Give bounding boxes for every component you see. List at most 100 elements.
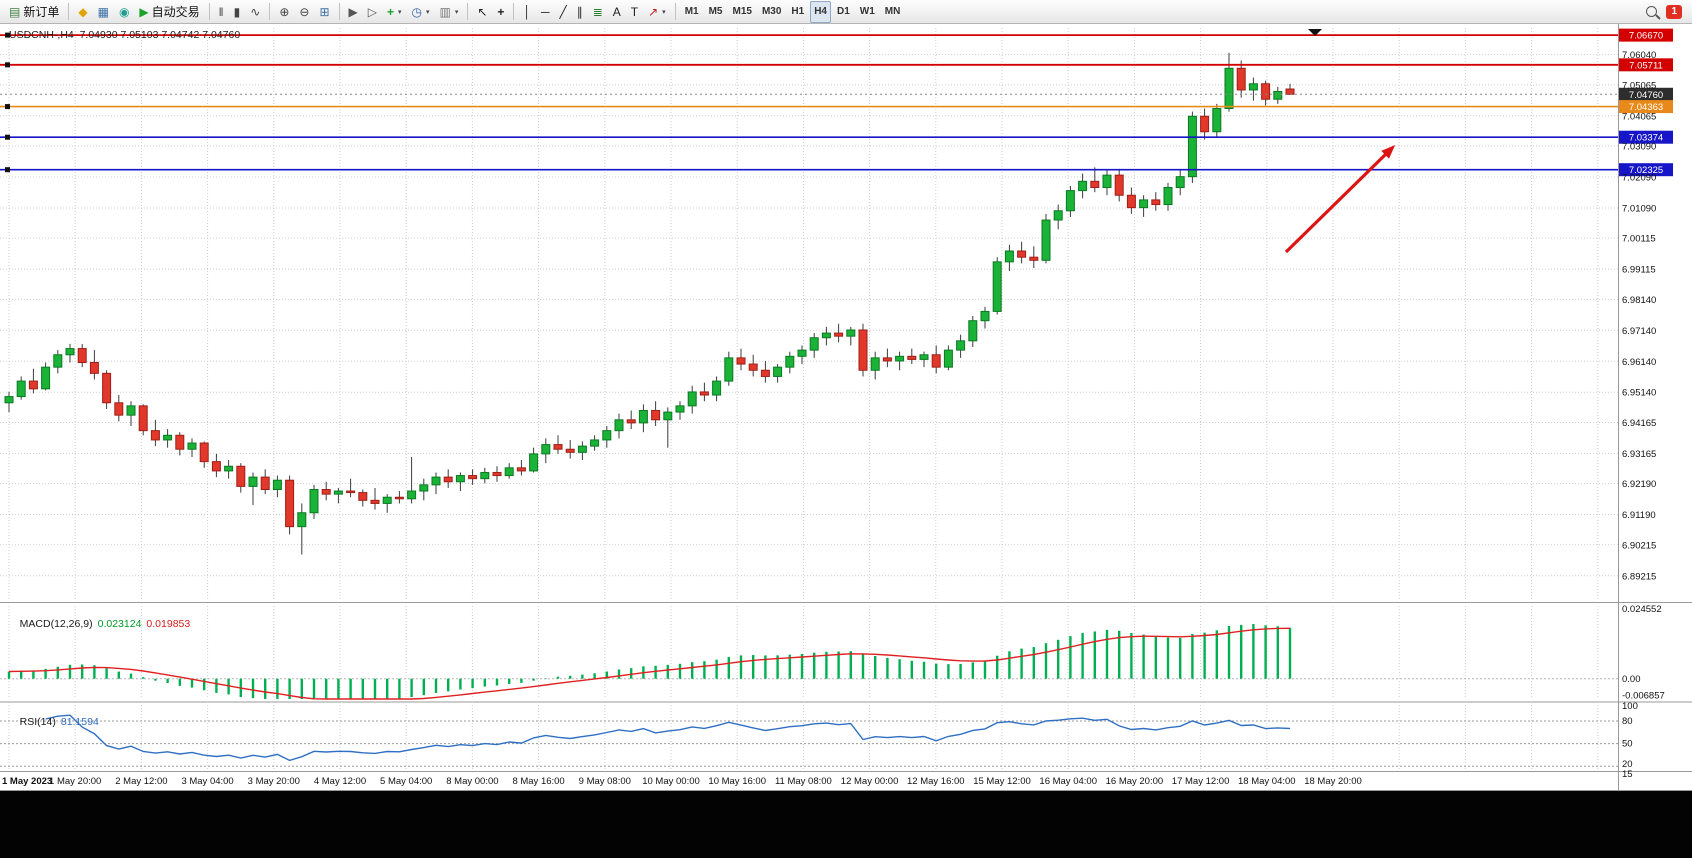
rsi-indicator-label: RSI(14) 81.1594 — [8, 704, 99, 740]
fibonacci-button[interactable]: ≣ — [589, 1, 607, 23]
candlestick-chart-button[interactable]: ▮ — [230, 1, 245, 23]
resistance-line-2-handle[interactable] — [5, 62, 10, 68]
toolbar-buttons: ▤ 新订单 ◆ ▦ ◉ ▶ 自动交易 ‖ ▮ ∿ ⊕ ⊖ ⊞ ▶ ▷ + ▾ ◷ ▾ ▥ ▾ ↖ + │ ─ ╱ ∥ ≣ A T ↗ ▾ M1 M… — [4, 0, 905, 23]
new-order-button[interactable]: ▤ 新订单 — [5, 1, 63, 23]
resistance-line-2-price-label: 7.05711 — [1629, 60, 1663, 71]
trend-arrow[interactable] — [1284, 150, 1390, 254]
cursor-icon: ↖ — [477, 4, 488, 19]
equidistant-channel-button[interactable]: ∥ — [573, 1, 587, 23]
news-button[interactable]: ▦ — [94, 1, 113, 23]
macd-scale-label: -0.006857 — [1622, 691, 1665, 702]
templates-button[interactable]: ▥ ▾ — [436, 1, 463, 23]
label-button[interactable]: T — [627, 1, 642, 23]
price-axis-label: 6.95140 — [1622, 388, 1656, 399]
globe-icon: ◉ — [118, 4, 130, 19]
periods-button[interactable]: ◷ ▾ — [408, 1, 434, 23]
dropdown-caret-icon[interactable]: ▾ — [425, 8, 430, 16]
timeframe-mn-button[interactable]: MN — [881, 1, 905, 23]
breakout-level-line-handle[interactable] — [5, 104, 10, 110]
chart-title: USDCNH-,H4 7.04930 7.05103 7.04742 7.047… — [9, 29, 241, 41]
candles — [4, 52, 1295, 555]
support-line-2-price-box — [1619, 163, 1673, 177]
timeframe-m5-button[interactable]: M5 — [705, 1, 727, 23]
zoom-out-button[interactable]: ⊖ — [295, 1, 313, 23]
toolbar: ▤ 新订单 ◆ ▦ ◉ ▶ 自动交易 ‖ ▮ ∿ ⊕ ⊖ ⊞ ▶ ▷ + ▾ ◷ ▾ ▥ ▾ ↖ + │ ─ ╱ ∥ ≣ A T ↗ ▾ M1 M… — [0, 0, 1692, 24]
chart-shift-marker[interactable] — [1308, 29, 1322, 36]
toolbar-separator — [338, 3, 340, 20]
horizontal-line-objects[interactable] — [0, 32, 1618, 173]
rsi-scale-label: 15 — [1622, 769, 1633, 780]
chart-grid — [0, 28, 1618, 770]
indicators-plus-icon: + — [386, 4, 394, 19]
trend-arrow-head[interactable] — [1381, 144, 1396, 159]
web-terminal-button[interactable]: ◉ — [115, 1, 133, 23]
price-axis-label: 6.98140 — [1622, 295, 1656, 306]
price-axis-label: 7.05065 — [1622, 80, 1656, 91]
new-order-button-label: 新订单 — [23, 5, 60, 19]
search-button[interactable] — [1642, 1, 1661, 23]
bar-chart-button[interactable]: ‖ — [215, 1, 228, 23]
timeframe-m15-button[interactable]: M15 — [729, 1, 756, 23]
auto-scroll-icon: ▶ — [348, 4, 358, 19]
dropdown-caret-icon[interactable]: ▾ — [397, 8, 402, 16]
horizontal-line-button[interactable]: ─ — [537, 1, 554, 23]
support-line-1-handle[interactable] — [5, 134, 10, 140]
label-icon: T — [630, 4, 639, 19]
timeframe-m30-button[interactable]: M30 — [758, 1, 785, 23]
auto-trading-button-label: 自动交易 — [151, 5, 200, 19]
time-axis-label: 4 May 12:00 — [314, 776, 366, 787]
time-axis-label: 1 May 2023 — [2, 776, 52, 787]
macd-indicator-label: MACD(12,26,9) 0.023124 0.019853 — [8, 606, 191, 642]
alerts-button[interactable]: ◆ — [74, 1, 91, 23]
text-button[interactable]: A — [609, 1, 625, 23]
time-axis-label: 9 May 08:00 — [579, 776, 631, 787]
indicators-button[interactable]: + ▾ — [383, 1, 406, 23]
price-axis-label: 6.93165 — [1622, 449, 1656, 460]
price-axis-label: 6.89215 — [1622, 571, 1656, 582]
macd-histogram — [7, 624, 1292, 699]
notification-badge[interactable]: 1 — [1666, 4, 1682, 19]
timeframe-h4-button[interactable]: H4 — [810, 0, 831, 23]
price-axis-label: 6.94165 — [1622, 418, 1656, 429]
new-order-icon: ▤ — [9, 4, 21, 19]
timeframe-m15-button-label: M15 — [732, 6, 752, 17]
zoom-in-button[interactable]: ⊕ — [275, 1, 293, 23]
dropdown-caret-icon[interactable]: ▾ — [662, 8, 666, 16]
timeframe-d1-button[interactable]: D1 — [833, 1, 854, 23]
timeframe-h1-button[interactable]: H1 — [787, 1, 808, 23]
tile-windows-button[interactable]: ⊞ — [315, 1, 333, 23]
rsi-name: RSI(14) — [19, 716, 56, 728]
chart-shift-icon: ▷ — [367, 4, 377, 19]
vertical-line-button[interactable]: │ — [519, 1, 535, 23]
candlestick-icon: ▮ — [233, 4, 241, 19]
price-axis-label: 6.91190 — [1622, 510, 1656, 521]
resistance-line-1-price-label: 7.06670 — [1629, 31, 1663, 42]
support-line-2-handle[interactable] — [5, 167, 10, 173]
price-scale[interactable] — [1619, 28, 1673, 177]
rsi-scale-label: 80 — [1622, 716, 1633, 727]
macd-name: MACD(12,26,9) — [19, 618, 93, 630]
cursor-button[interactable]: ↖ — [473, 1, 491, 23]
line-chart-icon: ∿ — [250, 4, 261, 19]
dropdown-caret-icon[interactable]: ▾ — [454, 8, 459, 16]
arrows-button[interactable]: ↗ ▾ — [644, 1, 670, 23]
support-line-2-price-label: 7.02325 — [1629, 165, 1663, 176]
chart-shift-button[interactable]: ▷ — [364, 1, 381, 23]
news-icon: ▦ — [97, 4, 109, 19]
resistance-line-1-handle[interactable] — [5, 32, 10, 38]
crosshair-button[interactable]: + — [493, 1, 508, 23]
timeframe-w1-button[interactable]: W1 — [856, 1, 879, 23]
trendline-button[interactable]: ╱ — [555, 1, 570, 23]
line-chart-button[interactable]: ∿ — [246, 1, 264, 23]
toolbar-separator — [513, 3, 515, 20]
timeframe-m1-button[interactable]: M1 — [681, 1, 703, 23]
time-axis-label: 16 May 04:00 — [1039, 776, 1097, 787]
price-axis-label: 7.06040 — [1622, 50, 1656, 61]
timeframe-w1-button-label: W1 — [859, 6, 875, 17]
time-axis-label: 3 May 04:00 — [181, 776, 233, 787]
auto-scroll-button[interactable]: ▶ — [345, 1, 362, 23]
trendline-icon: ╱ — [559, 4, 567, 19]
auto-trading-button[interactable]: ▶ 自动交易 — [135, 1, 203, 23]
timeframe-m30-button-label: M30 — [761, 6, 782, 17]
